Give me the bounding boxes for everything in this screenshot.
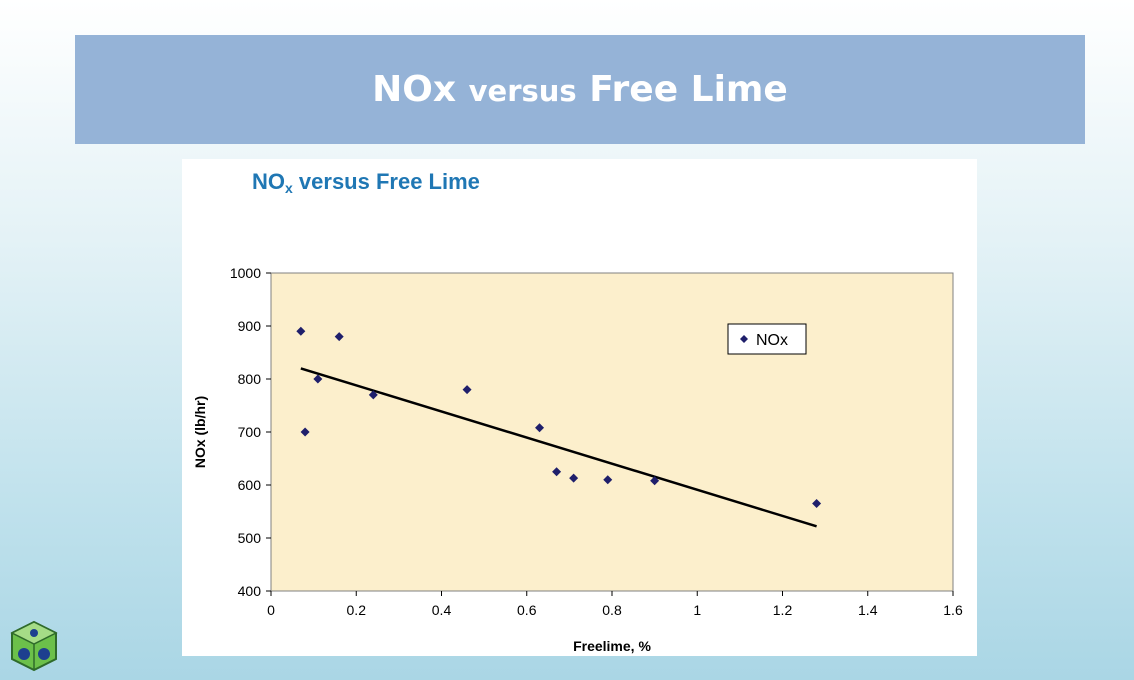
data-point-3 [334, 332, 344, 342]
slide-title-part1: NOx [372, 69, 457, 110]
title-banner: NOx versus Free Lime [75, 35, 1085, 144]
y-tick-label-0: 400 [238, 583, 262, 599]
x-tick-label-0: 0 [267, 602, 275, 618]
chart-title-main: NO [252, 169, 285, 194]
chart-title-subscript: x [285, 180, 293, 196]
y-tick-label-4: 800 [238, 371, 262, 387]
company-logo [10, 620, 58, 672]
slide-title-part2: versus [468, 74, 577, 108]
data-point-2 [313, 374, 323, 384]
x-tick-label-3: 0.6 [517, 602, 537, 618]
x-tick-label-7: 1.4 [858, 602, 878, 618]
x-tick-label-1: 0.2 [347, 602, 367, 618]
data-point-5 [462, 385, 472, 395]
x-tick-label-8: 1.6 [943, 602, 963, 618]
data-point-4 [368, 390, 378, 400]
y-tick-label-5: 900 [238, 318, 262, 334]
chart-title-rest: versus Free Lime [292, 169, 480, 194]
y-axis-label: NOx (lb/hr) [192, 396, 208, 468]
data-point-7 [552, 467, 562, 477]
legend-label: NOx [756, 332, 788, 349]
data-point-6 [535, 423, 545, 433]
x-tick-label-2: 0.4 [432, 602, 452, 618]
data-point-1 [300, 427, 310, 437]
x-axis-label: Freelime, % [573, 638, 651, 654]
slide-title-part3: Free Lime [589, 69, 788, 110]
y-tick-label-1: 500 [238, 530, 262, 546]
scatter-chart: 400 500 600 700 800 900 1000 0 0.2 0.4 0.6 0.8 1 1.2 1… [192, 265, 963, 654]
slide-title: NOx versus Free Lime [372, 69, 788, 110]
x-tick-label-6: 1.2 [773, 602, 793, 618]
y-tick-label-3: 700 [238, 424, 262, 440]
x-tick-label-5: 1 [693, 602, 701, 618]
data-point-0 [296, 326, 306, 336]
data-point-11 [812, 499, 822, 509]
chart-card: NOx versus Free Lime 400 500 600 700 800 900 1… [182, 159, 977, 656]
legend-marker [740, 335, 748, 343]
y-tick-label-2: 600 [238, 477, 262, 493]
plot-area [270, 272, 954, 592]
data-point-8 [569, 473, 579, 483]
y-tick-label-6: 1000 [230, 265, 261, 281]
data-point-9 [603, 475, 613, 485]
trendline [300, 367, 817, 528]
x-tick-label-4: 0.8 [602, 602, 622, 618]
chart-title: NOx versus Free Lime [252, 169, 480, 196]
data-point-10 [650, 476, 660, 486]
